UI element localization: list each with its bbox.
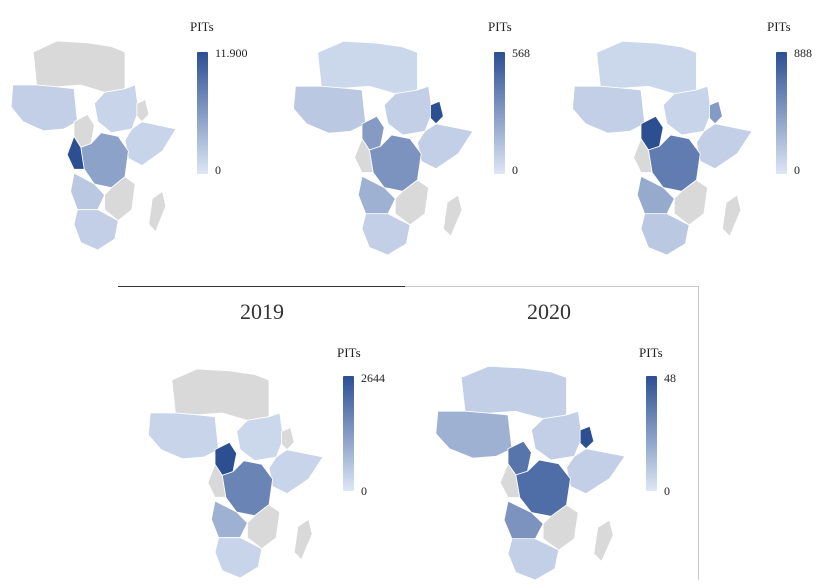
legend-min-value: 0 bbox=[664, 484, 670, 498]
country-region-west bbox=[147, 412, 220, 460]
map-panel-2020 bbox=[430, 355, 626, 585]
country-region-madagascar bbox=[593, 519, 614, 562]
year-label: 2020 bbox=[527, 299, 571, 324]
country-region-horn bbox=[696, 123, 753, 170]
legend-max-value: 888 bbox=[794, 46, 812, 60]
country-region-north bbox=[32, 40, 126, 93]
country-region-horn bbox=[124, 121, 177, 167]
country-region-congo bbox=[66, 135, 85, 170]
country-region-south bbox=[73, 209, 119, 251]
legend-title: PITs bbox=[190, 19, 214, 34]
map-panel-3 bbox=[567, 30, 753, 260]
country-region-north bbox=[596, 40, 697, 95]
country-region-southern_east bbox=[542, 504, 579, 551]
country-region-horn bbox=[566, 448, 626, 495]
legend-min-value: 0 bbox=[361, 484, 367, 498]
country-region-nile bbox=[530, 410, 583, 461]
country-region-madagascar bbox=[293, 518, 313, 561]
country-region-congo bbox=[499, 462, 521, 498]
africa-map bbox=[10, 40, 177, 251]
country-region-central bbox=[80, 132, 129, 189]
legend-color-bar bbox=[646, 376, 657, 491]
country-region-north bbox=[171, 368, 270, 421]
legend-color-bar bbox=[776, 52, 787, 174]
legend-max-value: 11.900 bbox=[215, 46, 248, 60]
panel-frame-top bbox=[405, 286, 698, 287]
map-regions bbox=[572, 40, 753, 256]
country-region-nile bbox=[383, 85, 433, 136]
country-region-south bbox=[361, 213, 411, 256]
year-label: 2019 bbox=[240, 299, 284, 324]
africa-map bbox=[147, 368, 324, 579]
map-panel-2019 bbox=[143, 358, 324, 583]
country-region-southern_east bbox=[394, 179, 430, 226]
legend-title: PITs bbox=[488, 19, 512, 34]
country-region-southern_east bbox=[246, 504, 281, 550]
map-regions bbox=[435, 365, 626, 581]
map-regions bbox=[10, 40, 177, 251]
africa-map bbox=[293, 40, 474, 256]
map-panel-2 bbox=[288, 30, 474, 260]
country-region-eritrea bbox=[709, 100, 723, 125]
country-region-southern_east bbox=[673, 179, 709, 226]
country-region-eritrea bbox=[136, 99, 150, 123]
country-region-nile bbox=[93, 84, 140, 134]
legend-max-value: 2644 bbox=[361, 371, 385, 385]
country-region-madagascar bbox=[148, 190, 167, 233]
country-region-eritrea bbox=[579, 425, 595, 450]
legend-min-value: 0 bbox=[794, 163, 800, 177]
country-region-nile bbox=[236, 412, 284, 462]
country-region-madagascar bbox=[442, 194, 463, 237]
country-region-central bbox=[647, 134, 701, 192]
country-region-north bbox=[460, 365, 567, 420]
country-region-horn bbox=[268, 449, 324, 495]
africa-map bbox=[572, 40, 753, 256]
divider-line bbox=[118, 286, 405, 287]
country-region-central bbox=[221, 460, 274, 517]
country-region-madagascar bbox=[721, 194, 742, 237]
map-panel-1 bbox=[6, 30, 177, 255]
panel-frame-right bbox=[698, 286, 699, 580]
legend-min-value: 0 bbox=[512, 163, 518, 177]
country-region-congo bbox=[354, 137, 374, 173]
legend-color-bar bbox=[494, 52, 505, 174]
country-region-central bbox=[368, 134, 422, 192]
legend-max-value: 568 bbox=[512, 46, 530, 60]
country-region-west bbox=[293, 85, 367, 134]
country-region-congo bbox=[633, 137, 653, 173]
country-region-nile bbox=[662, 85, 712, 136]
legend-color-bar bbox=[343, 376, 354, 491]
country-region-southern_east bbox=[104, 176, 136, 222]
country-region-south bbox=[214, 537, 263, 579]
country-region-congo bbox=[207, 463, 227, 498]
country-region-eritrea bbox=[430, 100, 444, 125]
country-region-horn bbox=[417, 123, 474, 170]
country-region-west bbox=[10, 84, 78, 132]
country-region-south bbox=[507, 538, 560, 581]
country-region-north bbox=[317, 40, 418, 95]
map-regions bbox=[293, 40, 474, 256]
map-regions bbox=[147, 368, 324, 579]
legend-max-value: 48 bbox=[664, 371, 676, 385]
legend-color-bar bbox=[197, 52, 208, 174]
country-region-eritrea bbox=[281, 427, 295, 451]
country-region-south bbox=[640, 213, 690, 256]
country-region-central bbox=[515, 459, 571, 517]
country-region-west bbox=[435, 410, 513, 459]
legend-title: PITs bbox=[767, 19, 791, 34]
legend-min-value: 0 bbox=[215, 163, 221, 177]
africa-map bbox=[435, 365, 626, 581]
country-region-west bbox=[572, 85, 646, 134]
legend-title: PITs bbox=[337, 345, 361, 360]
legend-title: PITs bbox=[639, 345, 663, 360]
